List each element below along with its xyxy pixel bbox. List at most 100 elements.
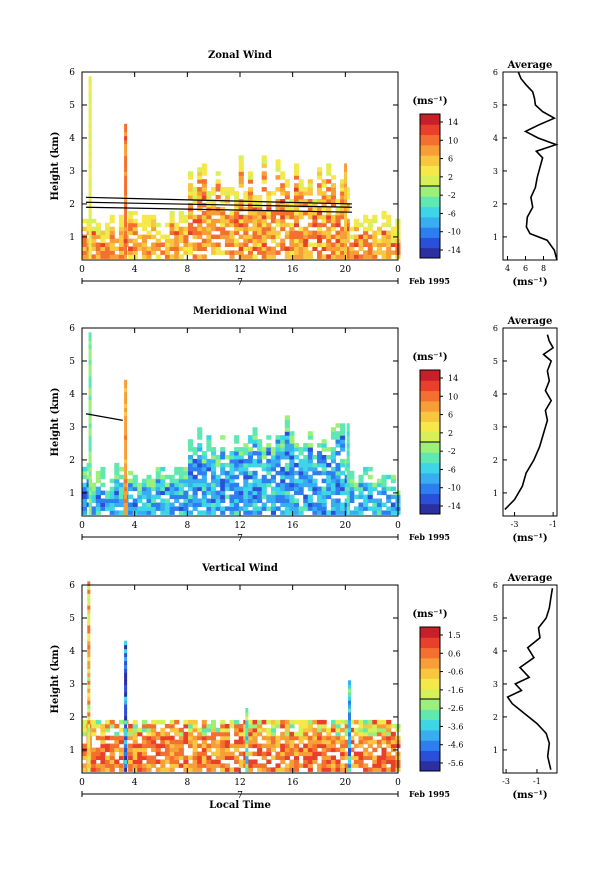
heat-cell [220,206,226,212]
spike-cell [124,759,128,764]
heat-cell [390,763,396,768]
heat-cell [188,187,194,192]
heat-cell [284,419,290,424]
heat-cell [229,254,235,259]
spike-cell [124,234,128,240]
spike-cell [88,163,92,168]
heat-cell [381,486,387,492]
heat-cell [192,254,198,259]
spike-cell [124,466,128,472]
heat-cell [132,222,138,228]
heat-cell [188,175,194,180]
heat-cell [238,458,244,464]
heat-cell [229,230,235,236]
heat-cell [215,763,221,768]
heat-cell [275,455,281,460]
spike-cell [124,640,128,646]
heat-cell [275,494,281,500]
heat-cell [141,222,147,228]
heat-cell [141,735,147,741]
heat-cell [335,498,341,503]
heat-cell [321,727,327,733]
heat-cell [243,466,249,472]
spike-cell [124,199,128,204]
spike-cell [88,96,92,101]
spike-cell [124,387,128,393]
heat-cell [238,735,244,741]
profile-y-tick-label: 6 [493,68,498,77]
heat-cell [192,466,198,472]
heat-cell [183,763,189,768]
heat-cell [178,494,184,500]
heat-cell [160,759,166,764]
spike-cell [87,692,91,697]
spike-cell [346,474,350,480]
heat-cell [109,246,115,251]
heat-cell [91,759,97,764]
heat-cell [224,250,230,255]
spike-cell [87,708,91,713]
spike-cell [124,723,128,729]
heat-cell [109,743,115,749]
heat-cell [192,195,198,200]
heat-cell [132,719,138,725]
heat-cell [349,498,355,503]
heat-cell [284,462,290,468]
heat-cell [201,226,207,232]
heat-cell [280,466,286,472]
heat-cell [372,230,378,236]
heat-cell [330,763,336,768]
colorbar-tick-label: -14 [448,246,461,255]
heat-cell [105,490,111,496]
heat-cell [252,735,258,741]
heat-cell [257,727,263,733]
heat-cell [211,478,217,484]
heat-cell [372,250,378,255]
heat-cell [118,474,124,480]
heat-cell [307,443,313,448]
heat-cell [247,439,253,444]
heat-cell [303,246,309,251]
heat-cell [132,498,138,503]
heat-cell [234,195,240,200]
spike-cell [88,151,92,156]
heat-cell [188,486,194,492]
heat-cell [160,242,166,247]
heat-cell [275,482,281,488]
heat-cell [284,731,290,737]
heat-cell [330,490,336,496]
heat-cell [141,727,147,733]
heat-cell [229,498,235,503]
heat-cell [284,751,290,757]
colorbar-tick-label: -3.6 [448,722,463,731]
heat-cell [340,727,346,733]
heat-cell [211,474,217,480]
heat-cell [243,214,249,220]
heat-cell [266,443,272,448]
heat-cell [349,250,355,255]
heat-cell [197,234,203,240]
colorbar-swatch [420,462,440,474]
heat-cell [128,482,134,488]
heat-cell [243,506,249,511]
heat-cell [317,739,323,745]
heat-cell [326,462,332,468]
spike-cell [348,708,351,713]
heat-cell [109,242,115,247]
heat-cell [294,167,300,172]
heat-cell [155,254,161,259]
heat-cell [284,486,290,492]
heat-cell [128,250,134,255]
heat-cell [280,183,286,188]
heat-cell [367,723,373,729]
heat-cell [252,739,258,745]
heat-cell [174,727,180,733]
heat-cell [303,498,309,503]
heat-cell [367,494,373,500]
heat-cell [280,222,286,228]
heat-cell [82,226,88,232]
heat-cell [294,210,300,216]
heat-cell [390,502,396,507]
heat-cell [132,510,138,515]
profile-y-tick-label: 4 [493,647,498,656]
